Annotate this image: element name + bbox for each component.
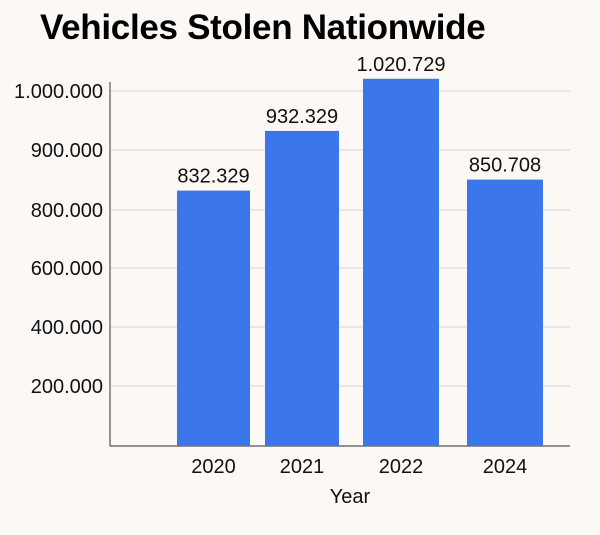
x-axis-title: Year <box>330 486 371 508</box>
x-tick-label: 2022 <box>379 456 424 478</box>
y-tick-label: 600.000 <box>31 258 103 280</box>
x-tick-label: 2024 <box>483 456 528 478</box>
data-label: 850.708 <box>469 155 541 177</box>
y-tick-label: 900.000 <box>31 140 103 162</box>
data-label: 832.329 <box>177 166 249 188</box>
data-label: 1.020.729 <box>357 54 446 76</box>
y-tick-label: 200.000 <box>31 376 103 398</box>
x-tick-label: 2021 <box>280 456 325 478</box>
bar <box>467 179 543 446</box>
y-tick-label: 1.000.000 <box>14 81 103 103</box>
bar <box>363 78 439 446</box>
bar <box>265 130 339 446</box>
x-tick-label: 2020 <box>191 456 236 478</box>
chart-title: Vehicles Stolen Nationwide <box>40 8 486 47</box>
data-label: 932.329 <box>266 106 338 128</box>
y-tick-label: 800.000 <box>31 200 103 222</box>
bar <box>177 190 250 446</box>
y-tick-label: 400.000 <box>31 317 103 339</box>
